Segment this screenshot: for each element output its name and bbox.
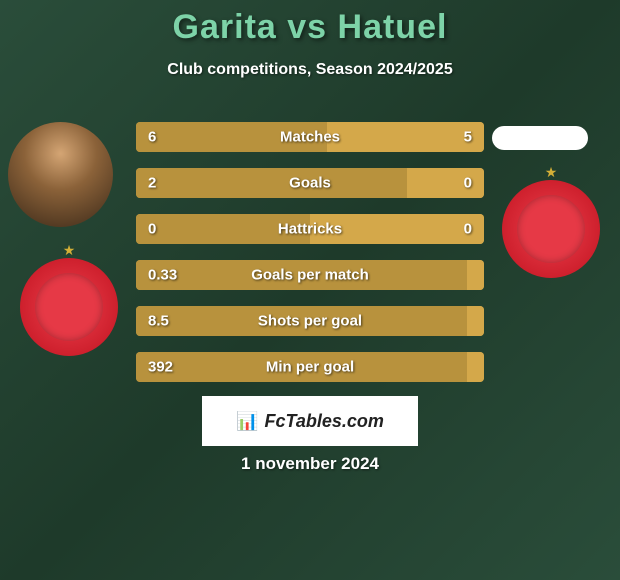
stat-bar-right [467,260,484,290]
club-badge-left: ★ [20,258,118,356]
star-icon: ★ [63,242,76,259]
stat-bar-right [467,306,484,336]
stat-bar-right [467,352,484,382]
stat-row: 0.33 Goals per match [136,260,484,290]
club-badge-right: ★ [502,180,600,278]
stat-left-value: 0.33 [148,267,177,284]
stat-row: 392 Min per goal [136,352,484,382]
footer-logo: 📊 FcTables.com [202,396,418,446]
footer-date: 1 november 2024 [241,454,379,474]
page-title: Garita vs Hatuel [0,8,620,47]
player-left-avatar [8,122,113,227]
stat-name: Goals [289,175,331,192]
stat-name: Min per goal [266,359,354,376]
stat-name: Matches [280,129,340,146]
stat-row: 8.5 Shots per goal [136,306,484,336]
header: Garita vs Hatuel Club competitions, Seas… [0,0,620,79]
stat-right-value: 5 [464,129,472,146]
stat-bar-right [407,168,484,198]
stat-row: 0 0 Hattricks [136,214,484,244]
stat-bar-left [136,168,407,198]
stat-left-value: 0 [148,221,156,238]
badge-inner-right [517,195,585,263]
stat-right-value: 0 [464,221,472,238]
footer-logo-text: FcTables.com [265,411,384,432]
stat-name: Hattricks [278,221,342,238]
stat-right-value: 0 [464,175,472,192]
player-right-avatar [492,126,588,150]
stat-bar-right [327,122,484,152]
stat-name: Goals per match [251,267,369,284]
stat-left-value: 392 [148,359,173,376]
stat-bars: 6 5 Matches 2 0 Goals 0 0 Hattricks 0.33 Goals per… [136,122,484,398]
stat-name: Shots per goal [258,313,362,330]
page-subtitle: Club competitions, Season 2024/2025 [0,61,620,79]
stat-row: 6 5 Matches [136,122,484,152]
star-icon: ★ [545,164,558,181]
stat-left-value: 2 [148,175,156,192]
stat-left-value: 6 [148,129,156,146]
chart-icon: 📊 [236,411,258,432]
badge-inner-left [35,273,103,341]
stat-row: 2 0 Goals [136,168,484,198]
stat-left-value: 8.5 [148,313,169,330]
